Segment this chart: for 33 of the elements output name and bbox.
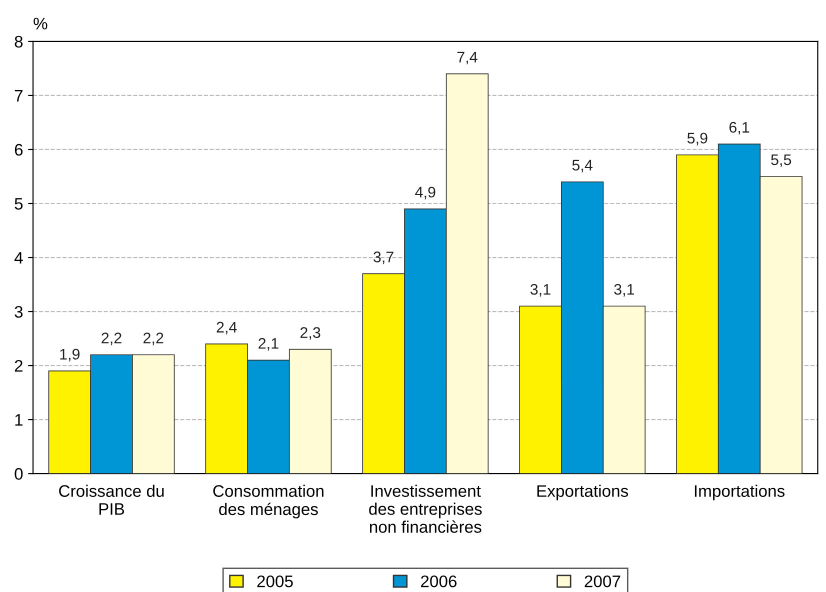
data-label: 5,5 xyxy=(771,154,792,167)
y-tick-label: 6 xyxy=(14,144,23,156)
data-label: 1,9 xyxy=(60,348,80,362)
data-label: 4,9 xyxy=(415,186,436,200)
y-tick-label: 1 xyxy=(15,414,23,426)
data-label: 2,2 xyxy=(102,332,122,346)
data-label: 5,9 xyxy=(687,132,708,146)
y-axis-title: % xyxy=(34,18,48,30)
x-tick-label: Consommation des ménages xyxy=(213,484,324,518)
y-tick-label: 8 xyxy=(14,36,23,48)
y-tick-label: 0 xyxy=(14,468,23,480)
y-tick-label: 7 xyxy=(14,90,22,102)
y-tick-label: 4 xyxy=(14,252,23,264)
x-tick-label: Croissance du PIB xyxy=(59,484,164,515)
x-tick-label: Investissement des entreprises non financières xyxy=(369,484,482,533)
data-label: 6,1 xyxy=(729,122,750,135)
y-tick-label: 3 xyxy=(14,306,23,318)
data-label: 2,4 xyxy=(216,322,237,334)
data-label: 3,7 xyxy=(374,252,394,264)
legend-label: 2005 xyxy=(257,575,293,588)
data-label: 2,1 xyxy=(258,338,278,351)
legend-label: 2006 xyxy=(421,575,457,588)
x-tick-label: Importations xyxy=(694,484,785,500)
data-label: 2,3 xyxy=(300,327,320,340)
data-label: 5,4 xyxy=(572,160,593,172)
y-tick-label: 2 xyxy=(14,360,22,372)
data-label: 2,2 xyxy=(144,332,164,346)
data-label: 7,4 xyxy=(457,52,478,64)
data-label: 3,1 xyxy=(614,284,634,297)
x-tick-label: Exportations xyxy=(537,484,628,500)
legend-label: 2007 xyxy=(584,575,620,588)
data-label: 3,1 xyxy=(530,284,550,297)
y-tick-label: 5 xyxy=(14,198,23,210)
